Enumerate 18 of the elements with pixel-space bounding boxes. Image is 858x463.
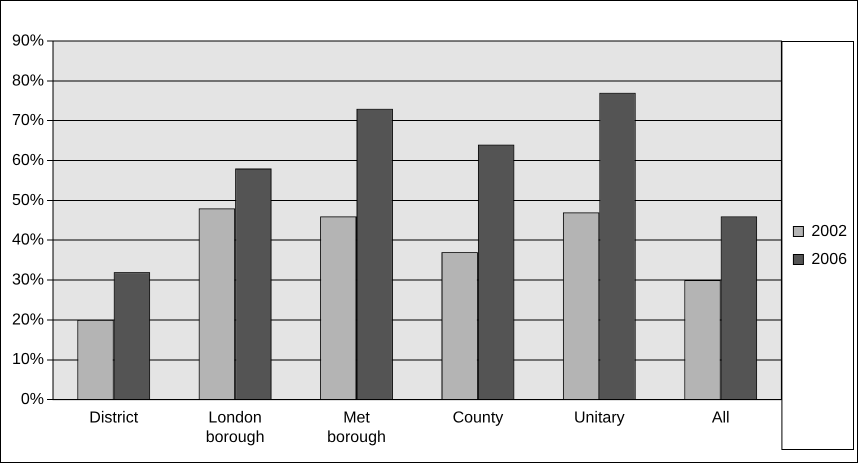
- legend-label: 2006: [811, 250, 848, 268]
- y-tick-label: 40%: [12, 232, 44, 249]
- y-tick-label: 90%: [12, 32, 44, 50]
- y-tick-label: 80%: [12, 72, 44, 90]
- y-tick-label: 50%: [12, 192, 44, 209]
- x-tick-label: Met borough: [327, 410, 386, 446]
- y-tick-label: 60%: [12, 152, 44, 169]
- y-tick-label: 0%: [20, 391, 44, 408]
- x-tick-label: London borough: [206, 410, 264, 446]
- x-tick-label: Unitary: [574, 410, 625, 427]
- y-tick-label: 20%: [12, 311, 44, 328]
- y-tick-label: 10%: [12, 351, 44, 368]
- y-tick-label: 30%: [12, 271, 44, 288]
- x-tick-label: All: [712, 410, 730, 427]
- legend-label: 2002: [811, 222, 848, 240]
- y-tick-label: 70%: [12, 112, 44, 130]
- x-tick-label: County: [452, 410, 504, 427]
- x-tick-label: District: [89, 410, 139, 427]
